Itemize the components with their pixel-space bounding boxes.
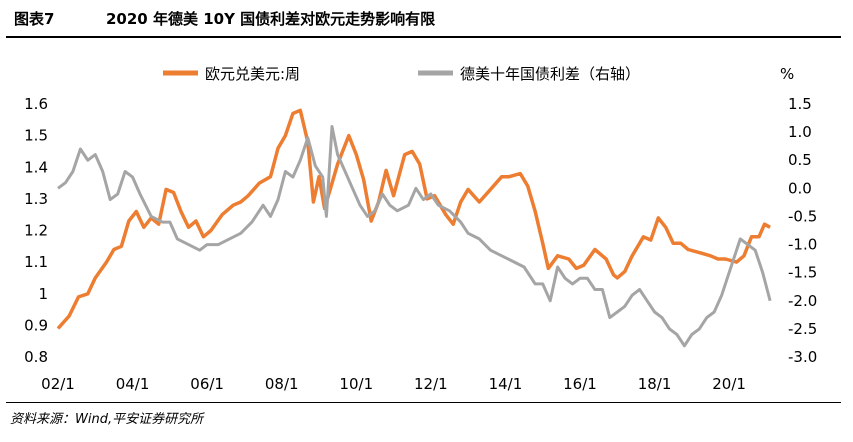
x-tick-label: 18/1 — [638, 375, 672, 393]
legend-label-eurusd: 欧元兑美元:周 — [205, 65, 300, 83]
title-bar: 图表7 2020 年德美 10Y 国债利差对欧元走势影响有限 — [6, 2, 841, 38]
x-tick-label: 16/1 — [563, 375, 597, 393]
right-tick-label: -0.5 — [788, 207, 817, 225]
legend-label-spread: 德美十年国债利差（右轴） — [460, 65, 640, 83]
right-tick-label: 0.0 — [788, 179, 812, 197]
x-tick-label: 10/1 — [339, 375, 373, 393]
right-tick-label: 0.5 — [788, 151, 812, 169]
right-tick-label: -2.0 — [788, 292, 817, 310]
x-tick-label: 06/1 — [190, 375, 224, 393]
right-tick-label: -2.5 — [788, 320, 817, 338]
left-axis: 1.6 1.5 1.4 1.3 1.2 1.1 1 0.9 0.8 — [24, 95, 48, 366]
left-tick-label: 1.1 — [24, 253, 48, 271]
source-rule — [6, 402, 841, 403]
left-tick-label: 1.4 — [24, 158, 48, 176]
left-tick-label: 0.8 — [24, 348, 48, 366]
title-rule — [6, 36, 841, 38]
legend: 欧元兑美元:周 德美十年国债利差（右轴） — [163, 65, 640, 83]
right-tick-label: -1.0 — [788, 236, 817, 254]
right-axis-unit-label: % — [780, 65, 794, 83]
chart-title: 2020 年德美 10Y 国债利差对欧元走势影响有限 — [106, 10, 436, 28]
left-tick-label: 0.9 — [24, 316, 48, 334]
left-tick-label: 1 — [38, 285, 48, 303]
x-tick-label: 08/1 — [265, 375, 299, 393]
figure-number: 图表7 — [14, 10, 55, 28]
left-tick-label: 1.6 — [24, 95, 48, 113]
right-tick-label: -3.0 — [788, 348, 817, 366]
x-tick-label: 04/1 — [116, 375, 150, 393]
series-group — [56, 108, 772, 348]
x-tick-label: 14/1 — [489, 375, 523, 393]
x-tick-label: 20/1 — [712, 375, 746, 393]
left-tick-label: 1.2 — [24, 222, 48, 240]
right-tick-label: -1.5 — [788, 264, 817, 282]
spread-line — [57, 125, 772, 348]
eurusd-line — [56, 108, 771, 330]
right-tick-label: 1.0 — [788, 123, 812, 141]
left-tick-label: 1.3 — [24, 190, 48, 208]
x-tick-label: 02/1 — [41, 375, 75, 393]
right-axis: 1.5 1.0 0.5 0.0 -0.5 -1.0 -1.5 -2.0 -2.5 -3.0 — [788, 95, 817, 366]
left-tick-label: 1.5 — [24, 127, 48, 145]
chart: 欧元兑美元:周 德美十年国债利差（右轴） % 1.61.51.41.31.21.… — [24, 65, 817, 393]
x-axis: 02/1 04/1 06/1 08/1 10/1 12/1 14/1 16/1 18/1 20/1 — [41, 375, 746, 393]
x-tick-label: 12/1 — [414, 375, 448, 393]
source-note: 资料来源：Wind,平安证券研究所 — [10, 412, 204, 427]
right-tick-label: 1.5 — [788, 95, 812, 113]
